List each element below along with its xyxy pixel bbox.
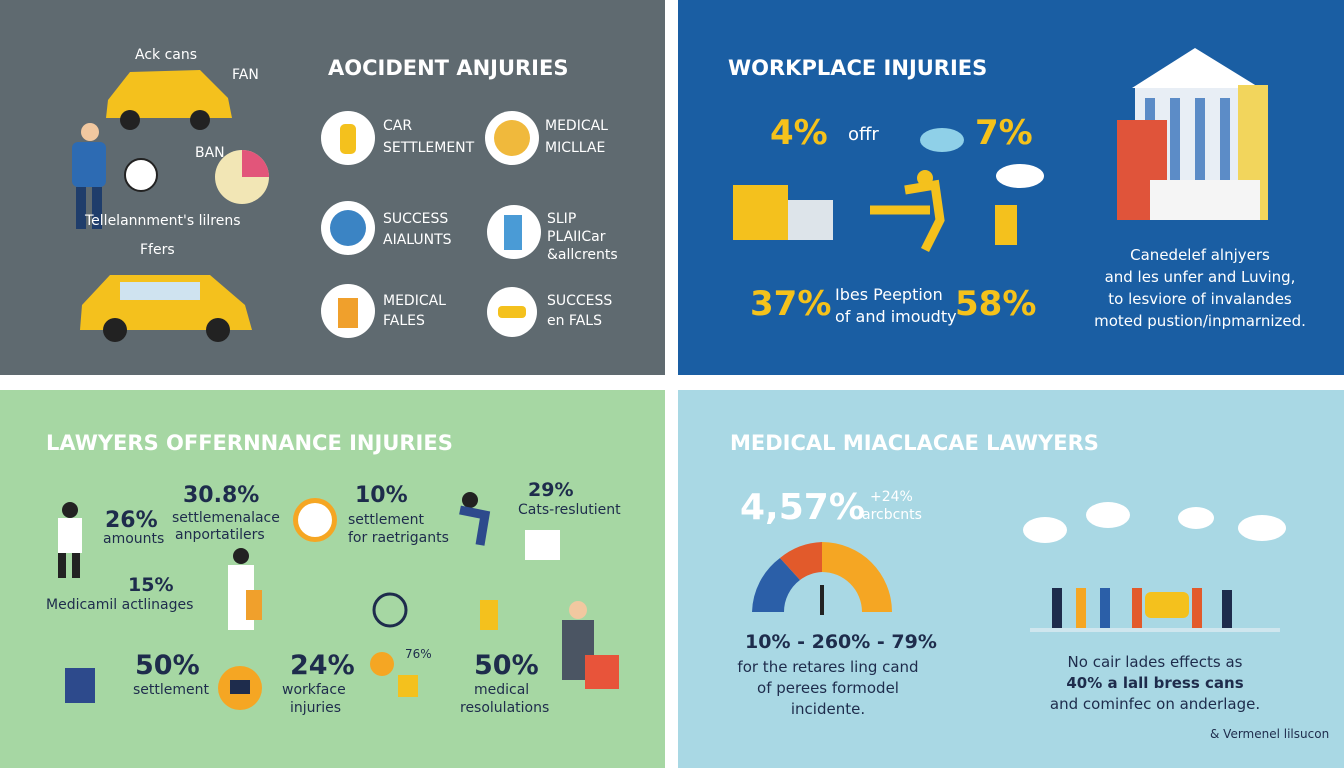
stat-value: 58% [955, 284, 1037, 324]
item-text: PLAIICar [547, 229, 606, 245]
stat-text: resolulations [460, 700, 550, 716]
panel-title: WORKPLACE INJURIES [728, 56, 988, 80]
left-text: of perees formodel [757, 679, 899, 697]
stat-text: for raetrigants [348, 530, 449, 546]
item-text: &allcrents [547, 247, 618, 263]
right-text: 40% a lall bress cans [1066, 674, 1244, 692]
paragraph: and les unfer and Luving, [1104, 268, 1296, 286]
stat-value: 24% [290, 650, 355, 681]
stat-value: 4% [770, 113, 828, 153]
item-text: SUCCESS [547, 293, 613, 309]
item-glyph [330, 120, 530, 328]
label: Ffers [140, 242, 175, 258]
sub-text: +24% [870, 489, 913, 505]
stat-value: 26% [105, 508, 158, 533]
item-text: SLIP [547, 211, 577, 227]
stat-value: 37% [750, 284, 832, 324]
item-text: CAR [383, 118, 413, 134]
right-text: No cair lades effects as [1067, 653, 1243, 671]
stat-value: 7% [975, 113, 1033, 153]
stat-text: medical [474, 682, 530, 698]
paragraph: moted pustion/inpmarnized. [1094, 312, 1306, 330]
stat-value: 50% [474, 650, 539, 681]
stat-text: Cats-reslutient [518, 502, 621, 518]
right-text: and cominfec on anderlage. [1049, 695, 1261, 713]
left-text: for the retares ling cand [737, 658, 919, 676]
stat-text: Medicamil actlinages [46, 597, 194, 613]
footnote: & Vermenel lilsucon [1210, 727, 1330, 741]
paragraph: Canedelef alnjyers [1130, 246, 1270, 264]
item-text: SUCCESS [383, 211, 449, 227]
left-text: incidente. [790, 700, 866, 718]
label: Tellelannment's lilrens [85, 213, 241, 229]
stat-text: amounts [103, 531, 165, 547]
panel-title: MEDICAL MIACLACAE LAWYERS [730, 431, 1099, 455]
label: BAN [195, 145, 225, 161]
worker-icon [733, 128, 1044, 253]
stat-text: Ibes Peeption [835, 285, 943, 304]
item-text: MEDICAL [545, 118, 608, 134]
paragraph: to lesviore of invalandes [1108, 290, 1292, 308]
stat-text: anportatilers [175, 527, 265, 543]
stat-value: 30.8% [183, 483, 260, 508]
item-text: MEDICAL [383, 293, 446, 309]
crowd-icon [1023, 502, 1286, 632]
stat-value: 50% [135, 650, 200, 681]
stat-text: workface [282, 682, 346, 698]
stat-text: settlemenalace [172, 510, 280, 526]
stat-value: 15% [128, 574, 174, 596]
taxi-icon [80, 70, 252, 342]
stat-text: offr [848, 124, 879, 145]
panel-title: LAWYERS OFFERNNANCE INJURIES [46, 431, 453, 455]
item-text: MICLLAE [545, 140, 606, 156]
stat-value: 29% [528, 479, 574, 501]
stat-text: settlement [348, 512, 425, 528]
stat-text: injuries [290, 700, 342, 716]
panel-bg [0, 390, 665, 768]
person-icon [72, 123, 269, 229]
item-text: AIALUNTS [383, 232, 452, 248]
label: FAN [232, 67, 259, 83]
item-text: FALES [383, 313, 425, 329]
item-text: en FALS [547, 313, 602, 329]
gauge-icon [752, 542, 892, 615]
stat-value: 10% [355, 483, 408, 508]
stat-text: of and imoudty [835, 307, 957, 326]
panel-title: AOCIDENT ANJURIES [328, 56, 569, 80]
stat-value: 76% [405, 647, 432, 661]
building-icon [1117, 48, 1268, 220]
item-text: SETTLEMENT [383, 140, 475, 156]
stat-text: settlement [133, 682, 210, 698]
sub-text: arcbcnts [862, 507, 922, 523]
headline: 4,57% [740, 487, 865, 528]
range: 10% - 260% - 79% [745, 631, 937, 653]
people-icon [58, 492, 619, 710]
label: Ack cans [135, 47, 198, 63]
